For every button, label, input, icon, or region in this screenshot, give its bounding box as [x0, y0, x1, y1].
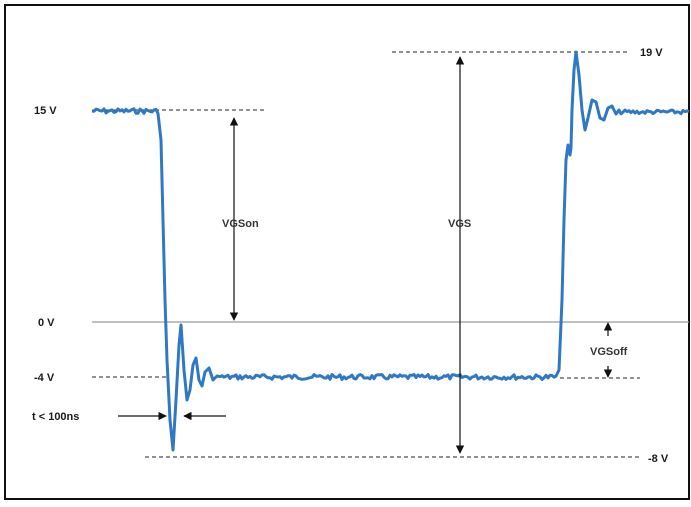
label-19v: 19 V	[640, 47, 663, 59]
label-0v: 0 V	[38, 317, 55, 329]
label-vgs: VGS	[448, 218, 471, 230]
label-vgsoff: VGSoff	[590, 346, 628, 358]
diagram-frame	[4, 4, 690, 500]
label-trise: t < 100ns	[32, 411, 79, 423]
label-15v: 15 V	[34, 105, 57, 117]
label-vgson: VGSon	[222, 218, 259, 230]
gate-voltage-waveform	[91, 50, 690, 452]
label-neg8v: -8 V	[648, 453, 669, 465]
label-neg4v: -4 V	[34, 372, 55, 384]
